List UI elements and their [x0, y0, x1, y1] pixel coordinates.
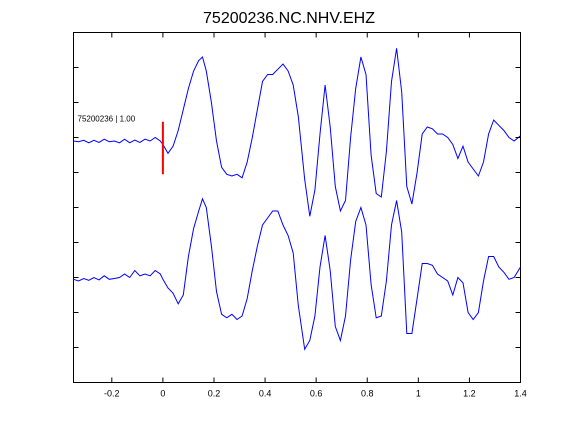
chart-title: 75200236.NC.NHV.EHZ [203, 10, 375, 27]
x-tick-label: 1.2 [463, 389, 476, 399]
trace-line-1 [73, 48, 521, 217]
plot-frame [73, 32, 521, 383]
tick-group [73, 32, 521, 383]
trace-line-2 [73, 197, 521, 351]
x-tick-labels: -0.2 0 0.2 0.4 0.6 0.8 1 1.2 1.4 [104, 389, 527, 399]
x-tick-label: 0.2 [208, 389, 221, 399]
x-tick-label: -0.2 [104, 389, 120, 399]
trace-annotation: 75200236 | 1.00 [78, 114, 136, 123]
x-tick-label: 1 [416, 389, 421, 399]
x-tick-label: 0.4 [259, 389, 272, 399]
x-tick-label: 0 [160, 389, 165, 399]
x-tick-label: 0.6 [310, 389, 323, 399]
trace-group [73, 48, 521, 351]
x-tick-label: 1.4 [514, 389, 527, 399]
x-tick-label: 0.8 [361, 389, 374, 399]
